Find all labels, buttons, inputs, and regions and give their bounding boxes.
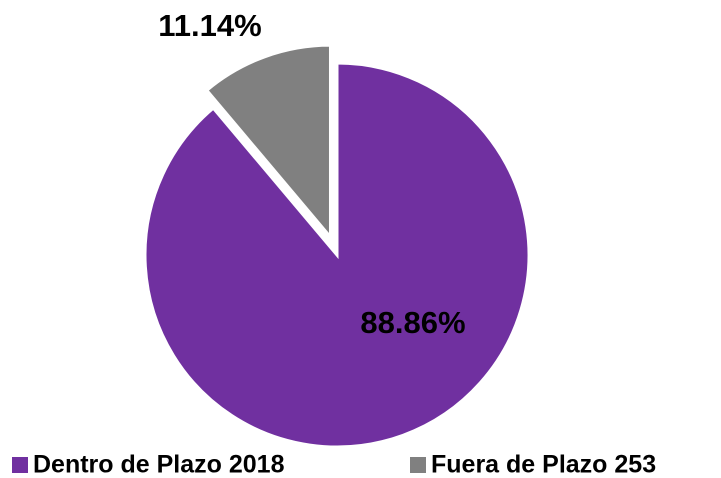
legend-label: Dentro de Plazo 2018 <box>33 451 285 478</box>
pie-slice <box>143 61 531 449</box>
data-label: 11.14% <box>158 8 261 43</box>
data-label: 88.86% <box>360 305 465 340</box>
legend-swatch <box>410 457 426 473</box>
pie-slice <box>204 43 332 242</box>
legend-label: Fuera de Plazo 253 <box>431 451 656 478</box>
legend-swatch <box>12 457 28 473</box>
